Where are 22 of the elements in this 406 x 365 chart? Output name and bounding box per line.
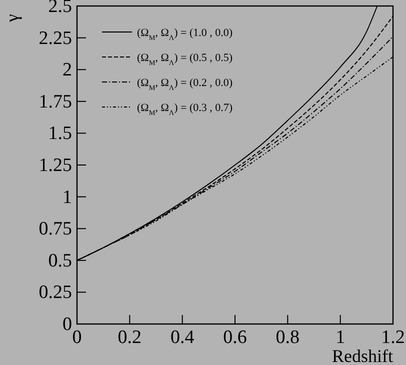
y-tick-label: 2 — [62, 60, 72, 81]
y-tick-label: 1 — [62, 186, 72, 208]
x-tick-label: 0.2 — [118, 327, 142, 348]
x-tick-label: 1 — [336, 327, 346, 348]
y-tick-label: 1.5 — [48, 123, 72, 144]
legend-label: (Ω$_{M}$, Ω$_{Λ}$) = (0.5 , 0.5) — [137, 52, 233, 67]
y-tick-label: 0.25 — [38, 282, 72, 304]
x-tick-label: 0.4 — [170, 327, 195, 348]
legend-label: (Ω$_{M}$, Ω$_{Λ}$) = (1.0 , 0.0) — [137, 27, 233, 42]
y-tick-label: 0.75 — [38, 218, 72, 240]
y-tick-label: 0 — [62, 314, 72, 335]
legend-label: (Ω$_{M}$, Ω$_{Λ}$) = (0.2 , 0.0) — [137, 77, 233, 92]
y-tick-label: 2.25 — [38, 28, 72, 49]
y-axis-title: γ — [2, 14, 22, 23]
x-tick-label: 0.8 — [276, 327, 300, 348]
x-tick-label: 0.6 — [223, 327, 247, 348]
x-axis-title: Redshift — [332, 346, 393, 365]
y-tick-label: 1.75 — [38, 91, 72, 112]
legend-label: (Ω$_{M}$, Ω$_{Λ}$) = (0.3 , 0.7) — [137, 102, 233, 117]
y-tick-label: 0.5 — [48, 250, 72, 272]
y-tick-label: 1.25 — [38, 155, 72, 176]
x-tick-label: 1.2 — [381, 327, 405, 348]
